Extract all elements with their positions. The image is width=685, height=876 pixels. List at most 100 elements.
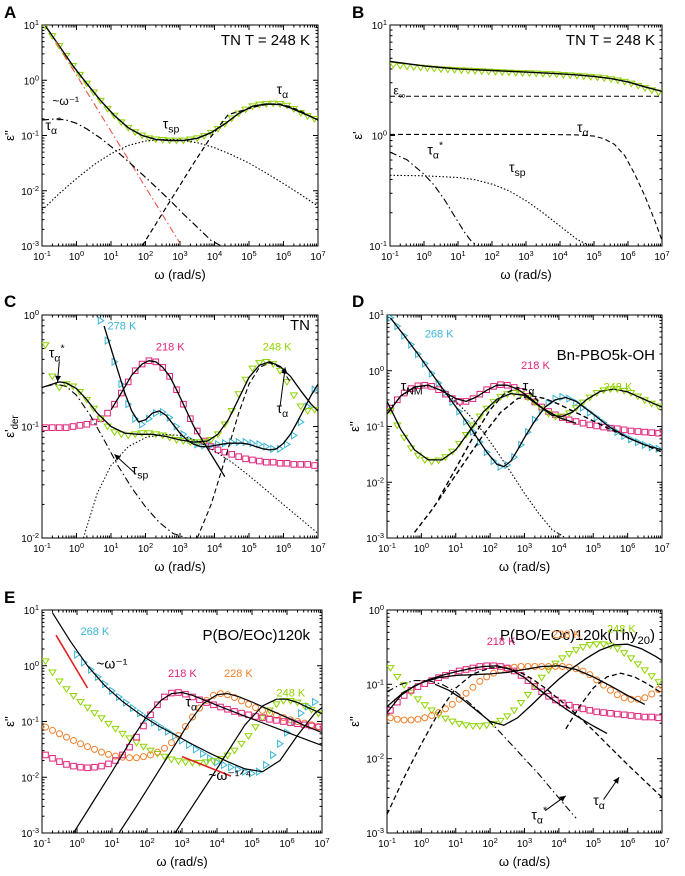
data-point bbox=[84, 764, 91, 772]
data-point bbox=[256, 767, 264, 776]
data-point bbox=[196, 704, 203, 712]
panel-letter: C bbox=[4, 292, 16, 311]
data-point bbox=[220, 421, 230, 429]
curve-fit-218-k bbox=[387, 384, 577, 424]
pointer-arrow-head bbox=[114, 454, 121, 461]
data-point bbox=[273, 717, 280, 724]
x-tick-label: 101 bbox=[448, 836, 463, 850]
panel-title: P(BO/EOc)120k(Thy20) bbox=[500, 627, 655, 647]
annotation: τα* bbox=[427, 139, 443, 161]
y-tick-label: 100 bbox=[24, 659, 39, 673]
curve-fit-218-k bbox=[72, 691, 322, 833]
data-point bbox=[297, 461, 305, 468]
data-point bbox=[441, 454, 450, 462]
data-point bbox=[235, 437, 243, 447]
data-point bbox=[448, 700, 456, 708]
data-point bbox=[193, 745, 201, 754]
data-point bbox=[131, 367, 139, 375]
x-axis-title: ω (rad/s) bbox=[154, 559, 205, 574]
annotation: 218 K bbox=[168, 668, 197, 680]
data-point bbox=[55, 678, 64, 686]
data-point bbox=[571, 647, 581, 655]
y-tick-label: 10-2 bbox=[366, 475, 384, 489]
data-point bbox=[245, 700, 252, 708]
data-point bbox=[640, 85, 650, 92]
data-point bbox=[489, 399, 498, 406]
data-point bbox=[456, 407, 464, 416]
data-layer bbox=[390, 60, 662, 246]
data-point bbox=[593, 422, 600, 430]
annotation: 268 K bbox=[425, 328, 454, 340]
y-tick-label: 10-2 bbox=[366, 752, 384, 766]
data-point bbox=[564, 650, 574, 658]
data-point bbox=[91, 745, 98, 753]
data-point bbox=[571, 405, 581, 413]
x-tick-label: 106 bbox=[276, 541, 291, 555]
data-point bbox=[262, 458, 270, 466]
data-point bbox=[415, 349, 422, 359]
data-point bbox=[70, 762, 77, 770]
data-point bbox=[564, 410, 574, 418]
data-point bbox=[105, 760, 112, 768]
data-point bbox=[579, 73, 589, 81]
data-layer bbox=[42, 25, 318, 246]
data-point bbox=[469, 395, 477, 402]
data-point bbox=[151, 718, 159, 727]
y-tick-label: 100 bbox=[369, 364, 384, 378]
data-point bbox=[284, 728, 292, 737]
data-layer bbox=[42, 612, 322, 833]
data-point bbox=[461, 722, 471, 730]
data-point bbox=[83, 704, 92, 712]
data-point bbox=[125, 735, 134, 743]
data-point bbox=[578, 399, 588, 407]
data-point bbox=[518, 70, 527, 77]
x-axis-title: ω (rad/s) bbox=[154, 267, 205, 282]
curve--process bbox=[196, 362, 291, 538]
data-point bbox=[42, 723, 49, 731]
data-point bbox=[647, 673, 656, 681]
data-point bbox=[104, 720, 113, 728]
data-point bbox=[242, 767, 250, 776]
data-point bbox=[270, 750, 278, 760]
annotation: ~ω⁻¹ bbox=[96, 656, 127, 672]
data-point bbox=[475, 413, 485, 421]
data-point bbox=[276, 459, 284, 467]
data-point bbox=[297, 417, 305, 427]
curve-fit-248-k bbox=[42, 361, 318, 443]
data-point bbox=[104, 409, 111, 417]
data-point bbox=[641, 428, 649, 436]
data-point bbox=[221, 760, 229, 770]
x-tick-label: 102 bbox=[138, 541, 153, 555]
data-point bbox=[98, 748, 105, 756]
x-tick-label: 103 bbox=[517, 541, 532, 555]
panel-B: 10-1 100 101 102 103 104 105 106 107 10-1 100 101 ω … bbox=[350, 3, 670, 282]
data-point bbox=[168, 739, 175, 747]
data-point bbox=[585, 642, 595, 649]
data-point bbox=[468, 422, 478, 430]
y-tick-label: 10-1 bbox=[366, 677, 384, 691]
data-point bbox=[248, 365, 257, 373]
data-point bbox=[118, 730, 127, 738]
data-point bbox=[387, 315, 395, 323]
data-point bbox=[435, 709, 443, 717]
y-axis-title: ε'der bbox=[2, 415, 21, 438]
data-point bbox=[181, 759, 190, 767]
curve--dashed-218-k bbox=[437, 386, 539, 500]
x-tick-label: 105 bbox=[586, 541, 601, 555]
data-point bbox=[290, 431, 298, 440]
data-point bbox=[627, 712, 635, 719]
data-point bbox=[544, 667, 553, 675]
curve-fit-248-k bbox=[387, 388, 662, 461]
pointer-arrow-head bbox=[55, 375, 62, 382]
x-tick-label: 103 bbox=[518, 249, 533, 263]
data-point bbox=[154, 701, 161, 709]
data-point bbox=[585, 394, 595, 402]
data-point bbox=[165, 727, 173, 736]
data-point bbox=[620, 694, 628, 702]
data-point bbox=[401, 331, 409, 340]
pointer-arrow-line bbox=[279, 367, 286, 407]
data-point bbox=[552, 394, 560, 403]
data-point bbox=[112, 752, 119, 760]
y-tick-label: 100 bbox=[24, 308, 39, 322]
